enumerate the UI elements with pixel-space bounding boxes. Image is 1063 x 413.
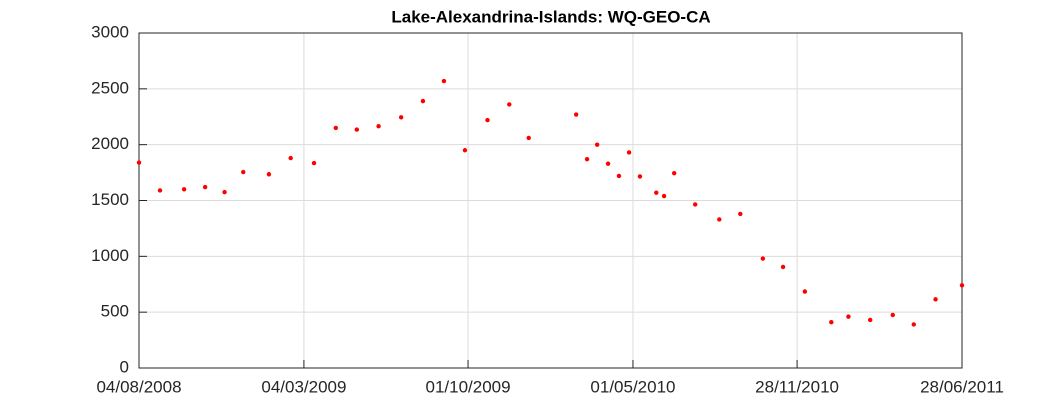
point xyxy=(780,264,786,270)
point xyxy=(398,115,404,120)
point xyxy=(420,98,426,104)
point xyxy=(241,169,246,175)
point xyxy=(573,112,579,117)
point xyxy=(738,211,743,217)
point xyxy=(594,142,600,147)
point xyxy=(829,320,834,325)
point xyxy=(311,160,317,166)
point xyxy=(333,125,339,131)
point xyxy=(671,170,677,176)
point xyxy=(222,189,227,195)
point xyxy=(654,190,659,195)
point xyxy=(181,187,187,192)
point xyxy=(692,202,698,207)
point xyxy=(507,102,512,107)
point xyxy=(890,312,895,318)
y-tick-label: 2000 xyxy=(91,134,129,153)
point xyxy=(933,297,938,302)
chart-title: Lake-Alexandrina-Islands: WQ-GEO-CA xyxy=(391,7,710,26)
x-tick-label: 28/11/2010 xyxy=(755,377,839,396)
point xyxy=(526,135,531,141)
point xyxy=(441,78,447,84)
point xyxy=(136,160,142,165)
point xyxy=(959,283,965,288)
point xyxy=(616,173,622,179)
point xyxy=(157,188,163,193)
y-tick-label: 1500 xyxy=(91,190,129,209)
point xyxy=(462,148,468,153)
y-tick-label: 3000 xyxy=(91,22,129,41)
point xyxy=(760,256,766,261)
point xyxy=(802,289,808,294)
x-tick-label: 28/06/2011 xyxy=(920,377,1004,396)
x-tick-label: 01/05/2010 xyxy=(590,377,675,396)
point xyxy=(266,172,272,177)
x-tick-label: 01/10/2009 xyxy=(425,377,510,396)
y-tick-label: 0 xyxy=(120,357,129,376)
point xyxy=(846,314,851,319)
y-tick-label: 500 xyxy=(101,302,129,321)
point xyxy=(868,317,873,323)
x-tick-label: 04/08/2008 xyxy=(96,377,181,396)
point xyxy=(485,117,490,123)
point xyxy=(605,161,611,166)
y-tick-label: 1000 xyxy=(91,246,129,265)
point xyxy=(661,193,667,199)
point xyxy=(202,184,208,190)
point xyxy=(911,322,916,327)
point xyxy=(288,155,293,161)
point xyxy=(626,150,632,155)
y-tick-label: 2500 xyxy=(91,78,129,97)
point xyxy=(376,124,381,129)
point xyxy=(354,127,360,132)
point xyxy=(584,156,590,162)
point xyxy=(637,174,643,179)
x-tick-label: 04/03/2009 xyxy=(261,377,346,396)
point xyxy=(717,217,722,222)
